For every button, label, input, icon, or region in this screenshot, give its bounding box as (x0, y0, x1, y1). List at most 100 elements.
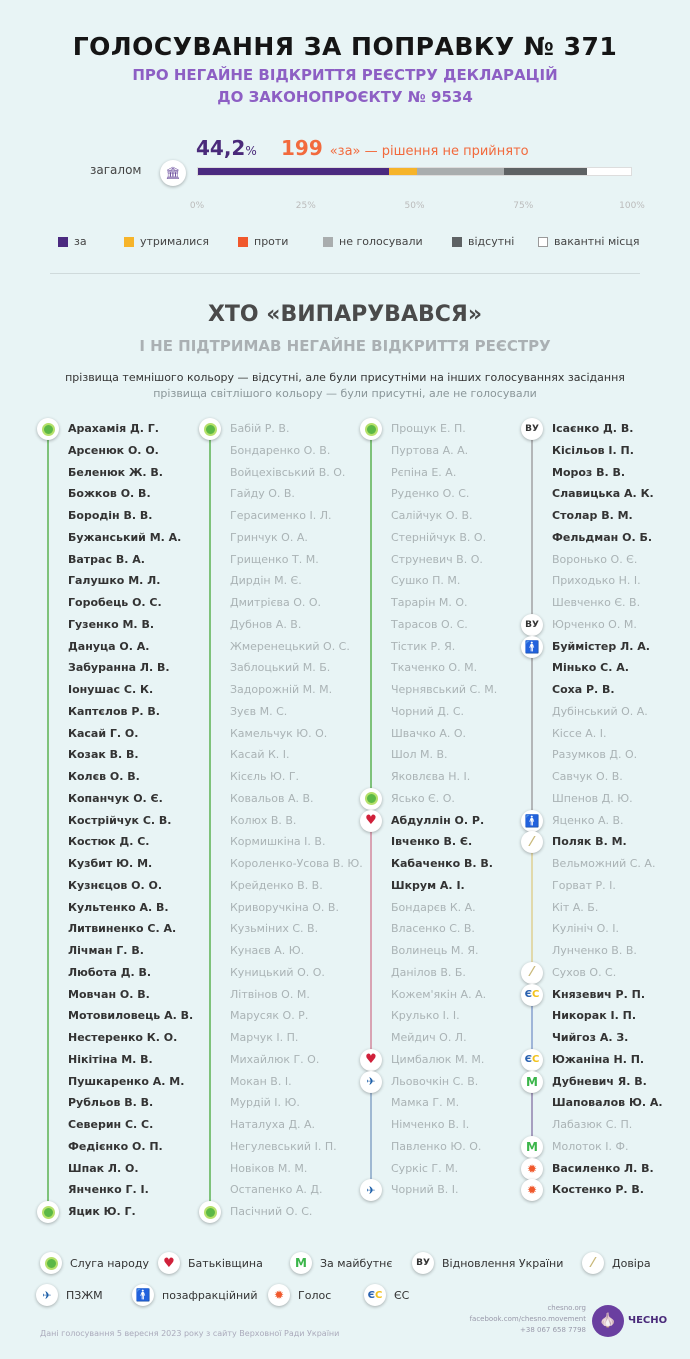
deputy-name: Столар В. М. (552, 509, 633, 522)
deputy-name: Колюх В. В. (230, 813, 297, 827)
legend-swatch (238, 236, 248, 247)
deputy-name: Бужанський М. А. (68, 530, 182, 544)
pzzm-icon: ✈ (360, 1179, 382, 1202)
divider (50, 273, 640, 274)
deputy-name: Костюк Д. С. (68, 835, 150, 849)
legend-swatch (452, 236, 462, 247)
deputy-name: Буймістер Л. А. (552, 639, 650, 653)
deputy-name: Федієнко О. П. (68, 1139, 163, 1153)
deputy-name: Любота Д. В. (68, 965, 152, 979)
pzzm-icon: ✈ (36, 1284, 58, 1306)
deputy-name: Мороз В. В. (552, 465, 626, 479)
bar-segment-утрималися (389, 168, 418, 175)
party-name: Голос (298, 1288, 332, 1302)
deputy-name: Пуртова А. А. (391, 443, 469, 457)
deputy-name: Поляк В. М. (552, 835, 627, 849)
sluha-narodu-icon (37, 418, 59, 440)
sluha-narodu-icon (37, 1201, 59, 1223)
deputy-name: Кунаєв А. Ю. (230, 944, 305, 957)
tick-label: 75% (513, 201, 534, 211)
deputy-name: Арахамія Д. Г. (68, 422, 159, 435)
golos-icon: ✹ (521, 1179, 543, 1202)
person-icon: 🚹 (132, 1284, 154, 1306)
deputy-name: Іонушас С. К. (68, 683, 154, 696)
golos-icon: ✹ (521, 1157, 543, 1180)
sluha-narodu-icon (199, 1201, 221, 1223)
deputy-name: Юрченко О. М. (552, 617, 637, 631)
facebook-link[interactable]: facebook.com/chesno.movement (469, 1315, 586, 1323)
deputy-name: Ватрас В. А. (68, 552, 145, 566)
site-link[interactable]: chesno.org (547, 1304, 586, 1312)
dovira-icon: ⁄ (582, 1252, 604, 1274)
deputy-name: Кіт А. Б. (552, 900, 599, 914)
deputy-name: Дубневич Я. В. (552, 1074, 647, 1088)
party-name: Слуга народу (70, 1256, 149, 1270)
deputy-name: Шпенов Д. Ю. (552, 791, 633, 805)
deputy-name: Соха Р. В. (552, 683, 615, 696)
percent-sign: % (245, 144, 257, 158)
deputy-name: Короленко-Усова В. Ю. (230, 857, 363, 870)
deputy-name: Козак В. В. (68, 748, 139, 762)
deputy-name: Касай Г. О. (68, 726, 139, 740)
deputy-name: Суркіс Г. М. (391, 1161, 459, 1175)
deputy-name: Куницький О. О. (230, 965, 325, 979)
deputy-name: Кіссе А. І. (552, 726, 607, 740)
sluha-narodu-icon (40, 1252, 62, 1274)
deputy-name: Літвінов О. М. (230, 987, 310, 1001)
party-line (531, 1081, 533, 1147)
deputy-name: Грищенко Т. М. (230, 552, 319, 566)
party-legend-item: ⁄ Довіра (582, 1252, 651, 1274)
golos-icon: ✹ (268, 1284, 290, 1306)
deputy-name: Лабазюк С. П. (552, 1118, 633, 1131)
legend-label: проти (254, 235, 289, 248)
deputy-name: Негулевський І. П. (230, 1139, 337, 1153)
legend-item: утрималися (124, 235, 209, 248)
deputy-name: Марусяк О. Р. (230, 1009, 309, 1023)
deputy-name: Волинець М. Я. (391, 944, 479, 957)
deputy-name: Бабій Р. В. (230, 422, 290, 435)
section-subtitle: І НЕ ПІДТРИМАВ НЕГАЙНЕ ВІДКРИТТЯ РЕЄСТРУ (139, 337, 551, 355)
phone: +38 067 658 7798 (520, 1326, 586, 1334)
deputy-name: Тарасов О. С. (391, 617, 468, 631)
deputy-name: Жмеренецький О. С. (230, 639, 350, 653)
bar-segment-вакантні-місця (587, 168, 631, 175)
deputy-name: Галушко М. Л. (68, 574, 161, 588)
percent-value: 44,2 (196, 136, 246, 160)
legend-item: не голосували (323, 235, 423, 248)
deputy-name: Крейденко В. В. (230, 878, 323, 892)
deputy-name: Приходько Н. І. (552, 574, 641, 588)
deputy-name: Ясько Є. О. (391, 791, 455, 805)
deputy-name: Мовчан О. В. (68, 987, 150, 1001)
deputy-name: Абдуллін О. Р. (391, 813, 485, 827)
deputy-name: Прощук Е. П. (391, 422, 466, 435)
deputy-name: Савчук О. В. (552, 770, 623, 783)
deputy-name: Кузнєцов О. О. (68, 878, 163, 892)
contacts: chesno.org facebook.com/chesno.movement … (470, 1303, 586, 1336)
deputy-name: Герасименко І. Л. (230, 509, 332, 522)
legend-swatch (323, 236, 333, 247)
deputy-name: Чийгоз А. З. (552, 1031, 629, 1044)
deputy-name: Кормишкіна І. В. (230, 835, 326, 849)
deputy-name: Кузбит Ю. М. (68, 857, 153, 870)
tick-label: 25% (295, 201, 316, 211)
deputy-name: Кожем'якін А. А. (391, 987, 487, 1001)
deputy-name: Культенко А. В. (68, 900, 169, 914)
deputy-name: Криворучкіна О. В. (230, 900, 339, 914)
deputy-name: Мейдич О. Л. (391, 1031, 467, 1044)
legend-label: за (74, 235, 87, 248)
party-legend-item: ♥ Батьківщина (158, 1252, 263, 1274)
es-icon: ЄС (521, 983, 543, 1006)
deputy-name: Мамка Г. М. (391, 1096, 460, 1110)
deputy-name: Михайлюк Г. О. (230, 1052, 320, 1066)
deputy-name: Сушко П. М. (391, 574, 461, 588)
legend-label: відсутні (468, 235, 515, 248)
deputy-name: Мінько С. А. (552, 661, 629, 675)
deputy-name: Молоток І. Ф. (552, 1139, 629, 1153)
deputy-name: Южаніна Н. П. (552, 1052, 645, 1066)
deputy-name: Заблоцький М. Б. (230, 661, 331, 675)
note-light: прізвища світлішого кольору — були прису… (153, 387, 537, 400)
deputy-name: Руденко О. С. (391, 487, 470, 501)
deputy-name: Зуєв М. С. (230, 704, 288, 718)
subtitle-line-2: ДО ЗАКОНОПРОЄКТУ № 9534 (217, 88, 473, 106)
deputy-name: Данілов В. Б. (391, 965, 466, 979)
